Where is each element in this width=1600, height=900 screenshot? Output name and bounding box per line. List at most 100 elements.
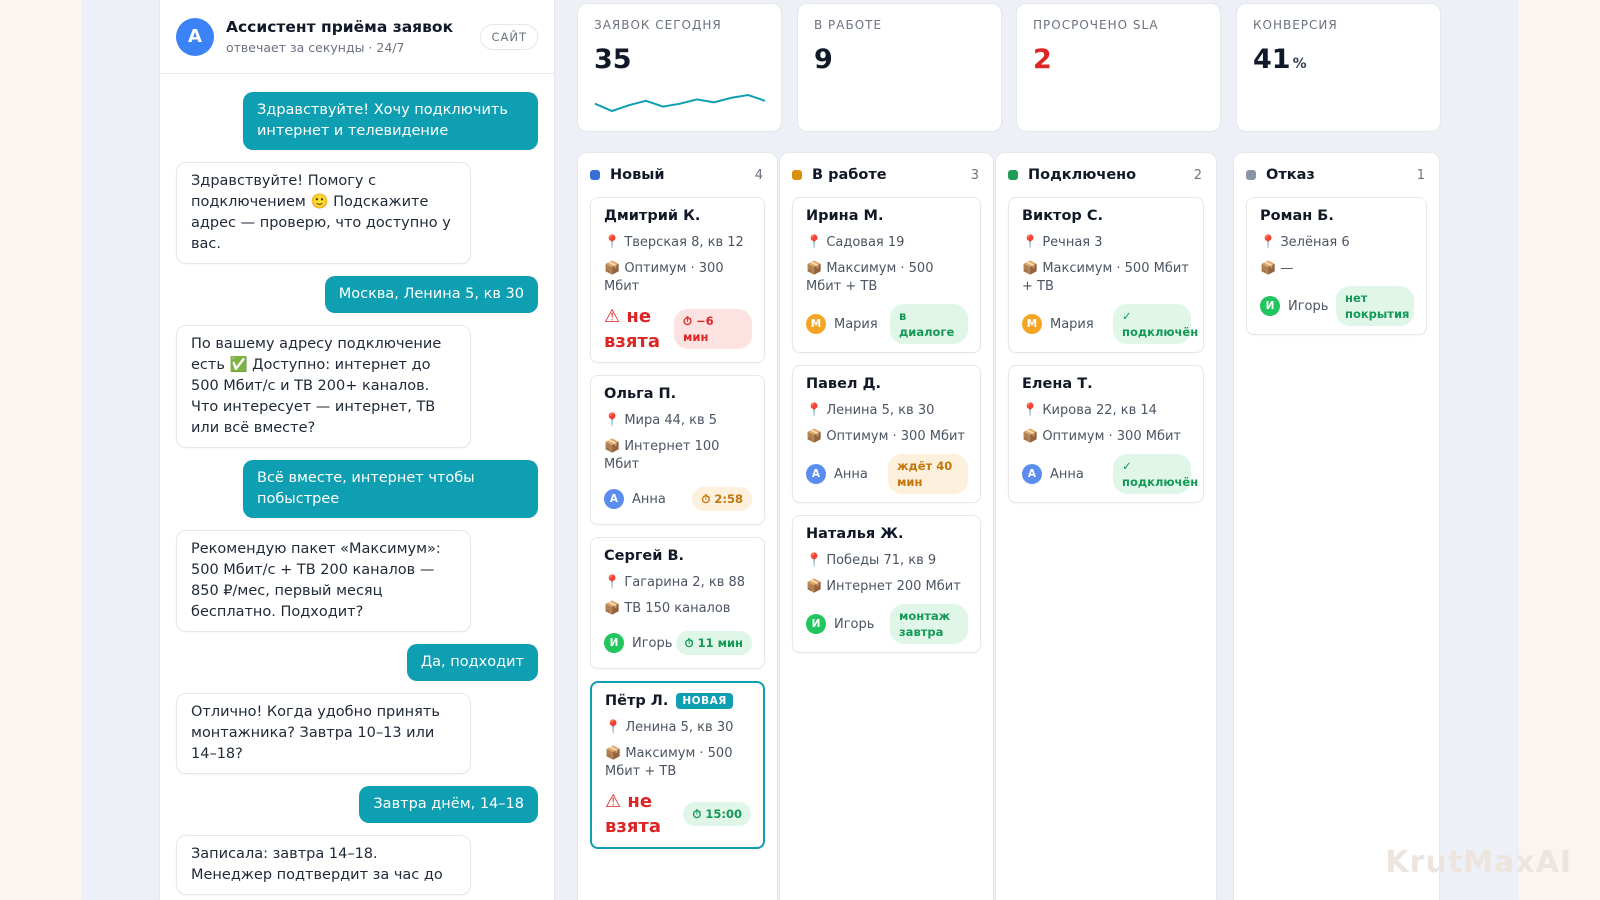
- manager[interactable]: М Мария: [1022, 314, 1113, 334]
- lead-name: Ольга П.: [604, 386, 752, 402]
- column-status-dot: [792, 170, 802, 180]
- lead-name: Павел Д.: [806, 376, 968, 392]
- column-header: Подключено 2: [1008, 153, 1204, 197]
- manager[interactable]: А Анна: [604, 489, 692, 509]
- bot-message: Рекомендую пакет «Максимум»: 500 Мбит/с …: [176, 530, 471, 632]
- bot-name: Ассистент приёма заявок: [226, 18, 454, 36]
- lead-name-text: Роман Б.: [1260, 208, 1334, 224]
- lead-name-text: Пётр Л.: [605, 693, 669, 709]
- lead-address: 📍 Гагарина 2, кв 88: [604, 575, 746, 590]
- lead-package: 📦 Оптимум · 300 Мбит: [604, 261, 724, 294]
- lead-footer: ⚠ не взята ⏱ 15:00: [605, 789, 751, 839]
- column-title: В работе: [812, 167, 887, 183]
- column-status-dot: [590, 170, 600, 180]
- bot-message: По вашему адресу подключение есть ✅ Дост…: [176, 325, 471, 448]
- kpi-card: ПРОСРОЧЕНО SLA 2: [1016, 3, 1221, 132]
- bot-avatar: А: [176, 17, 214, 56]
- manager-name: Анна: [1050, 466, 1084, 482]
- lead-card[interactable]: Сергей В. 📍 Гагарина 2, кв 88 📦 ТВ 150 кан…: [590, 537, 765, 669]
- watermark: KrutMaxAI: [1385, 845, 1572, 880]
- lead-name: Сергей В.: [604, 548, 752, 564]
- lead-card[interactable]: Ольга П. 📍 Мира 44, кв 5 📦 Интернет 100 Мб…: [590, 375, 765, 525]
- kpi-card: КОНВЕРСИЯ 41%: [1236, 3, 1441, 132]
- kpi-value: 35: [594, 44, 765, 75]
- lead-card[interactable]: Елена Т. 📍 Кирова 22, кв 14 📦 Оптимум · 30…: [1008, 365, 1204, 503]
- lead-card[interactable]: Дмитрий К. 📍 Тверская 8, кв 12 📦 Оптимум ·…: [590, 197, 765, 363]
- lead-name: Наталья Ж.: [806, 526, 968, 542]
- status-chip: ждёт 40 мин: [888, 454, 968, 494]
- manager-name: Мария: [834, 316, 878, 332]
- lead-name-text: Елена Т.: [1022, 376, 1093, 392]
- manager[interactable]: А Анна: [806, 464, 888, 484]
- manager[interactable]: М Мария: [806, 314, 890, 334]
- lead-address: 📍 Победы 71, кв 9: [806, 553, 937, 568]
- lead-address: 📍 Ленина 5, кв 30: [605, 720, 734, 735]
- manager-avatar: М: [806, 314, 826, 334]
- message-list[interactable]: Здравствуйте! Хочу подключить интернет и…: [160, 74, 554, 900]
- status-chip: ✓ подключён: [1113, 304, 1198, 344]
- column-title: Подключено: [1028, 167, 1137, 183]
- lead-address: 📍 Речная 3: [1022, 235, 1103, 250]
- lead-name: Пётр Л. НОВАЯ: [605, 693, 751, 709]
- kpi-label: ПРОСРОЧЕНО SLA: [1033, 18, 1159, 32]
- lead-address: 📍 Кирова 22, кв 14: [1022, 403, 1157, 418]
- lead-name: Елена Т.: [1022, 376, 1191, 392]
- user-message: Москва, Ленина 5, кв 30: [324, 276, 538, 313]
- status-chip: ⏱ 15:00: [683, 802, 751, 826]
- lead-card[interactable]: Пётр Л. НОВАЯ 📍 Ленина 5, кв 30 📦 Максимум …: [590, 681, 765, 849]
- lead-footer: И Игорь монтаж завтра: [806, 604, 968, 644]
- kpi-value: 2: [1033, 44, 1204, 75]
- manager-name: Игорь: [834, 616, 875, 632]
- lead-card[interactable]: Наталья Ж. 📍 Победы 71, кв 9 📦 Интернет 20…: [792, 515, 981, 653]
- lead-name-text: Наталья Ж.: [806, 526, 904, 542]
- status-chip: нет покрытия: [1336, 286, 1414, 326]
- lead-footer: М Мария ✓ подключён: [1022, 304, 1198, 344]
- user-message: Здравствуйте! Хочу подключить интернет и…: [243, 92, 538, 150]
- manager[interactable]: А Анна: [1022, 464, 1113, 484]
- lead-card[interactable]: Ирина М. 📍 Садовая 19 📦 Максимум · 500 Мби…: [792, 197, 981, 353]
- lead-package: 📦 Максимум · 500 Мбит + ТВ: [806, 261, 934, 294]
- column-count: 4: [754, 167, 763, 183]
- lead-footer: А Анна ⏱ 2:58: [604, 482, 752, 516]
- column-header: Новый 4: [590, 153, 765, 197]
- kpi-unit: %: [1292, 56, 1307, 72]
- lead-name-text: Ольга П.: [604, 386, 677, 402]
- column-header: В работе 3: [792, 153, 981, 197]
- lead-name: Ирина М.: [806, 208, 968, 224]
- lead-card[interactable]: Павел Д. 📍 Ленина 5, кв 30 📦 Оптимум · 300…: [792, 365, 981, 503]
- status-chip: ⏱ −6 мин: [674, 309, 752, 349]
- sparkline-line: [594, 93, 766, 113]
- manager[interactable]: И Игорь: [806, 614, 890, 634]
- lead-footer: А Анна ждёт 40 мин: [806, 454, 968, 494]
- column-count: 1: [1416, 167, 1425, 183]
- column-status-dot: [1008, 170, 1018, 180]
- user-message: Завтра днём, 14–18: [359, 786, 538, 823]
- manager-avatar: И: [604, 633, 624, 653]
- lead-package: 📦 —: [1260, 261, 1294, 276]
- status-chip: ⏱ 2:58: [692, 487, 752, 511]
- lead-footer: М Мария в диалоге: [806, 304, 968, 344]
- not-taken-warning: ⚠ не взята: [605, 791, 661, 837]
- lead-name-text: Ирина М.: [806, 208, 884, 224]
- kpi-label: В РАБОТЕ: [814, 18, 883, 32]
- manager-name: Анна: [834, 466, 868, 482]
- status-chip: ✓ подключён: [1113, 454, 1198, 494]
- manager-avatar: А: [806, 464, 826, 484]
- kpi-number: 2: [1033, 44, 1052, 75]
- lead-card[interactable]: Виктор С. 📍 Речная 3 📦 Максимум · 500 Мбит…: [1008, 197, 1204, 353]
- manager-name: Игорь: [1288, 298, 1329, 314]
- manager-name: Мария: [1050, 316, 1094, 332]
- kpi-value: 41%: [1253, 44, 1424, 75]
- board-column: Отказ 1 Роман Б. 📍 Зелёная 6 📦 — И Игорь нет по…: [1233, 152, 1440, 900]
- manager[interactable]: И Игорь: [1260, 296, 1336, 316]
- manager[interactable]: И Игорь: [604, 633, 676, 653]
- kpi-card: В РАБОТЕ 9: [797, 3, 1002, 132]
- sparkline-chart: [594, 93, 766, 113]
- manager-avatar: И: [1260, 296, 1280, 316]
- kpi-number: 9: [814, 44, 833, 75]
- manager-avatar: И: [806, 614, 826, 634]
- manager-name: Игорь: [632, 635, 673, 651]
- board-column: В работе 3 Ирина М. 📍 Садовая 19 📦 Максимум …: [779, 152, 994, 900]
- lead-card[interactable]: Роман Б. 📍 Зелёная 6 📦 — И Игорь нет покрытия: [1246, 197, 1427, 335]
- chat-header: А Ассистент приёма заявок отвечает за се…: [160, 0, 554, 74]
